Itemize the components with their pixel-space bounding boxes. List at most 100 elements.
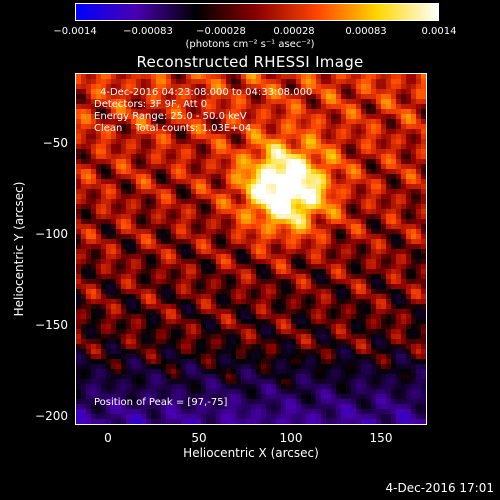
heatmap-cell (241, 124, 247, 130)
heatmap-cell (316, 324, 322, 330)
heatmap-cell (246, 194, 252, 200)
heatmap-cell (226, 74, 232, 80)
heatmap-cell (341, 259, 347, 265)
heatmap-cell (101, 309, 107, 315)
heatmap-cell (216, 274, 222, 280)
y-axis-label: Heliocentric Y (arcsec) (12, 181, 26, 317)
heatmap-cell (156, 329, 162, 335)
heatmap-cell (391, 239, 397, 245)
heatmap-cell (396, 364, 402, 370)
heatmap-cell (196, 354, 202, 360)
heatmap-cell (246, 94, 252, 100)
heatmap-cell (271, 419, 277, 424)
heatmap-cell (271, 204, 277, 210)
heatmap-cell (266, 334, 272, 340)
heatmap-cell (156, 244, 162, 250)
heatmap-cell (156, 259, 162, 265)
heatmap-cell (191, 74, 197, 80)
heatmap-cell (216, 79, 222, 85)
heatmap-cell (141, 94, 147, 100)
heatmap-cell (366, 119, 372, 125)
heatmap-cell (211, 194, 217, 200)
heatmap-cell (421, 129, 426, 135)
heatmap-cell (406, 174, 412, 180)
heatmap-cell (281, 239, 287, 245)
heatmap-cell (186, 154, 192, 160)
heatmap-cell (206, 179, 212, 185)
heatmap-cell (81, 209, 87, 215)
heatmap-cell (286, 259, 292, 265)
heatmap-cell (106, 84, 112, 90)
heatmap-cell (136, 149, 142, 155)
heatmap-cell (156, 364, 162, 370)
heatmap-cell (371, 244, 377, 250)
heatmap-cell (161, 414, 167, 420)
heatmap-cell (321, 299, 327, 305)
heatmap-cell (201, 319, 207, 325)
heatmap-cell (291, 234, 297, 240)
heatmap-cell (166, 329, 172, 335)
heatmap-cell (236, 229, 242, 235)
heatmap-cell (166, 209, 172, 215)
heatmap-cell (131, 354, 137, 360)
heatmap-cell (146, 394, 152, 400)
heatmap-cell (306, 169, 312, 175)
heatmap-cell (331, 174, 337, 180)
heatmap-cell (106, 214, 112, 220)
heatmap-cell (341, 384, 347, 390)
heatmap-cell (81, 384, 87, 390)
heatmap-cell (191, 284, 197, 290)
heatmap-cell (381, 329, 387, 335)
heatmap-cell (301, 384, 307, 390)
heatmap-cell (186, 89, 192, 95)
heatmap-cell (221, 174, 227, 180)
heatmap-cell (216, 179, 222, 185)
heatmap-cell (76, 139, 82, 145)
heatmap-cell (361, 394, 367, 400)
heatmap-cell (201, 349, 207, 355)
heatmap-cell (171, 144, 177, 150)
heatmap-cell (411, 99, 417, 105)
rhessi-image[interactable]: 4-Dec-2016 04:23:08.000 to 04:33:08.000 … (75, 73, 427, 425)
heatmap-cell (256, 319, 262, 325)
heatmap-cell (406, 369, 412, 375)
heatmap-cell (241, 179, 247, 185)
heatmap-cell (131, 109, 137, 115)
heatmap-cell (246, 379, 252, 385)
heatmap-cell (101, 394, 107, 400)
heatmap-cell (231, 399, 237, 405)
heatmap-cell (166, 309, 172, 315)
heatmap-cell (131, 319, 137, 325)
heatmap-cell (301, 299, 307, 305)
heatmap-cell (291, 269, 297, 275)
heatmap-cell (241, 234, 247, 240)
heatmap-cell (336, 409, 342, 415)
heatmap-cell (206, 304, 212, 310)
heatmap-cell (346, 94, 352, 100)
heatmap-cell (196, 279, 202, 285)
heatmap-cell (381, 369, 387, 375)
heatmap-cell (221, 169, 227, 175)
heatmap-cell (171, 294, 177, 300)
heatmap-cell (416, 294, 422, 300)
heatmap-cell (76, 164, 82, 170)
heatmap-cell (291, 334, 297, 340)
heatmap-cell (171, 314, 177, 320)
heatmap-cell (296, 129, 302, 135)
heatmap-cell (341, 334, 347, 340)
heatmap-cell (256, 344, 262, 350)
heatmap-cell (326, 359, 332, 365)
heatmap-cell (76, 349, 82, 355)
heatmap-cell (416, 169, 422, 175)
heatmap-cell (261, 184, 267, 190)
heatmap-cell (201, 134, 207, 140)
heatmap-cell (356, 234, 362, 240)
heatmap-cell (361, 189, 367, 195)
heatmap-cell (221, 284, 227, 290)
heatmap-cell (316, 289, 322, 295)
heatmap-cell (141, 419, 147, 424)
heatmap-cell (221, 259, 227, 265)
heatmap-cell (376, 369, 382, 375)
heatmap-cell (131, 169, 137, 175)
heatmap-cell (216, 194, 222, 200)
